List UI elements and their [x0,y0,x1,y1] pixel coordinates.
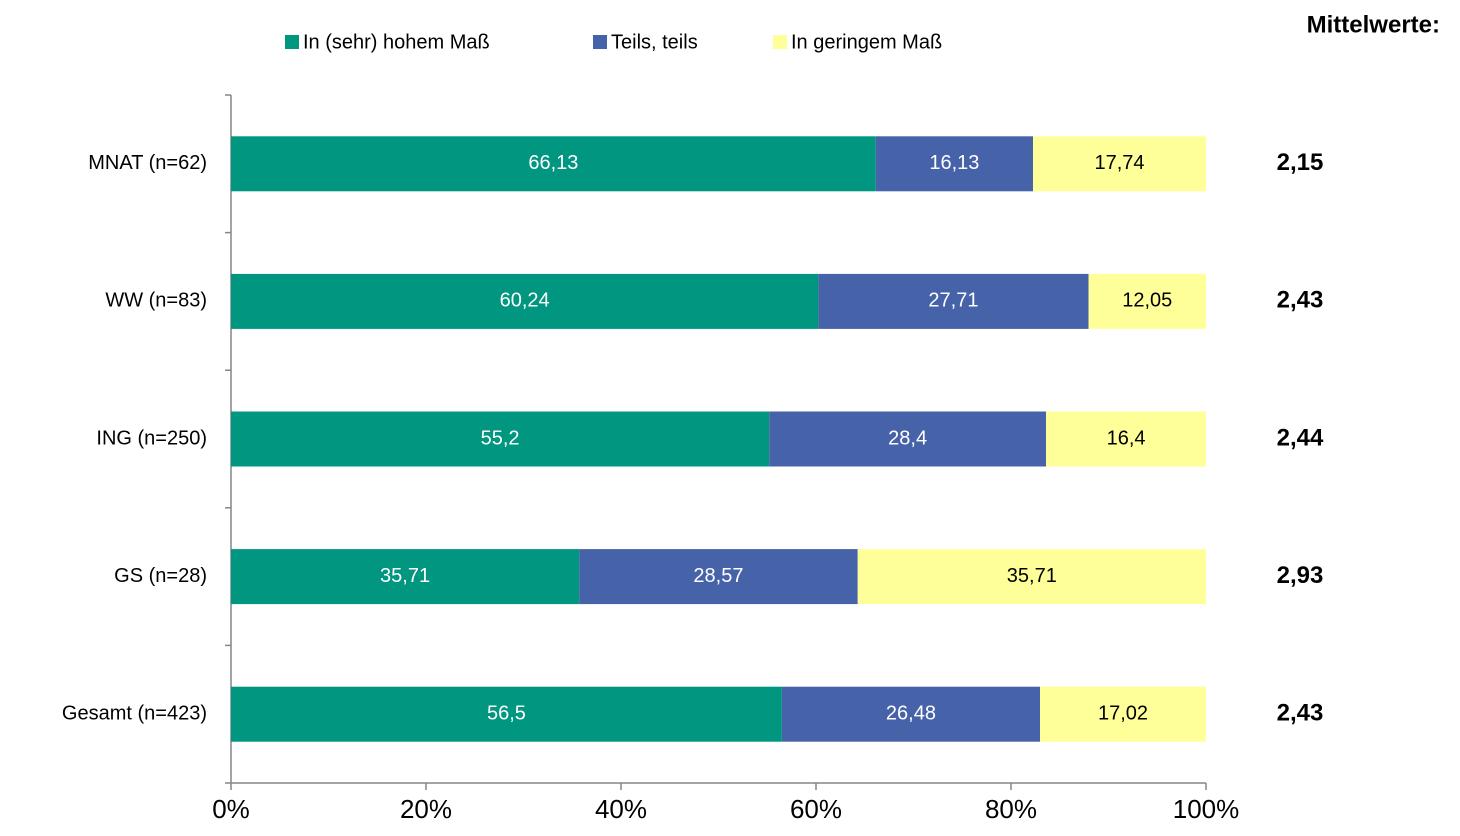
bar-segment [1088,273,1206,329]
bar-segment [1033,136,1206,192]
legend-swatch [285,35,299,49]
legend-label: In (sehr) hohem Maß [303,31,490,53]
x-tick-label: 40% [595,794,647,824]
data-label: 26,48 [886,702,936,724]
bar-segment [857,549,1206,605]
bar-segment [1040,686,1206,742]
data-label: 16,13 [929,152,979,174]
data-label: 28,57 [693,565,743,587]
x-tick-label: 80% [985,794,1037,824]
legend-swatch [773,35,787,49]
legend-swatch [593,35,607,49]
mean-value: 2,44 [1277,424,1324,451]
y-tick-label: ING (n=250) [96,427,207,449]
data-label: 66,13 [528,152,578,174]
bar-segment [875,136,1034,192]
bar-segment [231,686,782,742]
data-label: 56,5 [487,702,526,724]
bar-segment [781,686,1041,742]
legend-label: Teils, teils [611,31,698,53]
x-tick-label: 20% [400,794,452,824]
x-tick-label: 60% [790,794,842,824]
bar-segment [579,549,858,605]
bar-segment [769,411,1047,467]
data-label: 17,74 [1094,152,1144,174]
mean-value: 2,43 [1277,287,1324,314]
y-tick-label: MNAT (n=62) [88,152,207,174]
bar-segment [231,273,819,329]
bar-segment [231,549,580,605]
data-label: 16,4 [1107,427,1146,449]
data-label: 12,05 [1122,290,1172,312]
x-tick-label: 100% [1173,794,1240,824]
data-label: 35,71 [1007,565,1057,587]
mean-value: 2,43 [1277,700,1324,727]
mean-value: 2,93 [1277,562,1324,589]
bar-segment [1046,411,1206,467]
bar-segment [231,136,876,192]
y-tick-label: GS (n=28) [114,565,207,587]
bar-segment [231,411,770,467]
x-tick-label: 0% [212,794,250,824]
y-tick-label: Gesamt (n=423) [62,702,207,724]
data-label: 55,2 [481,427,520,449]
data-label: 27,71 [928,290,978,312]
y-tick-label: WW (n=83) [105,290,207,312]
data-label: 60,24 [500,290,550,312]
means-title: Mittelwerte: [1307,11,1440,38]
bar-segment [818,273,1089,329]
legend-label: In geringem Maß [791,31,942,53]
mean-value: 2,15 [1277,149,1324,176]
data-label: 17,02 [1098,702,1148,724]
data-label: 35,71 [380,565,430,587]
data-label: 28,4 [888,427,927,449]
